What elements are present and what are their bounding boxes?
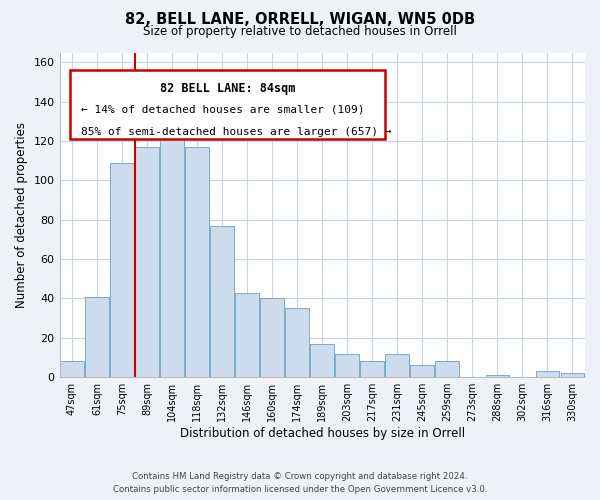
Bar [135,147,159,377]
Text: 82, BELL LANE, ORRELL, WIGAN, WN5 0DB: 82, BELL LANE, ORRELL, WIGAN, WN5 0DB [125,12,475,28]
Bar [361,362,384,377]
Bar [536,372,559,377]
Text: ← 14% of detached houses are smaller (109): ← 14% of detached houses are smaller (10… [80,104,364,115]
Bar [85,296,109,377]
Text: 85% of semi-detached houses are larger (657) →: 85% of semi-detached houses are larger (… [80,127,391,137]
Bar [410,366,434,377]
Bar [485,375,509,377]
Bar [260,298,284,377]
X-axis label: Distribution of detached houses by size in Orrell: Distribution of detached houses by size … [180,427,465,440]
Bar [286,308,309,377]
FancyBboxPatch shape [70,70,385,138]
Bar [436,362,459,377]
Text: 82 BELL LANE: 84sqm: 82 BELL LANE: 84sqm [160,82,295,94]
Bar [310,344,334,377]
Bar [560,374,584,377]
Text: Size of property relative to detached houses in Orrell: Size of property relative to detached ho… [143,25,457,38]
Bar [385,354,409,377]
Text: Contains HM Land Registry data © Crown copyright and database right 2024.
Contai: Contains HM Land Registry data © Crown c… [113,472,487,494]
Y-axis label: Number of detached properties: Number of detached properties [15,122,28,308]
Bar [235,292,259,377]
Bar [160,126,184,377]
Bar [110,162,134,377]
Bar [185,147,209,377]
Bar [335,354,359,377]
Bar [60,362,84,377]
Bar [210,226,234,377]
